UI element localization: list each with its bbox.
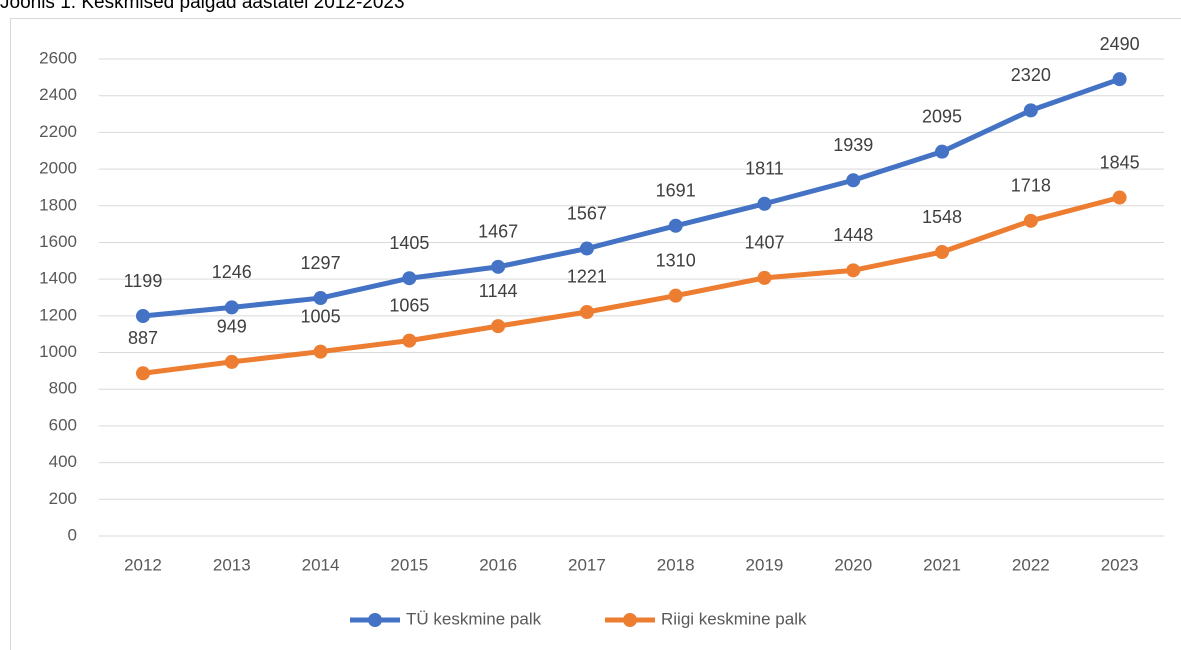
data-label: 1310 [656, 250, 696, 270]
point [1112, 190, 1127, 205]
data-label: 1221 [567, 267, 607, 287]
point [135, 366, 150, 381]
x-tick-label: 2016 [479, 555, 517, 574]
legend-marker [623, 613, 637, 627]
y-tick-label: 2400 [39, 85, 77, 104]
point [491, 319, 506, 334]
x-tick-label: 2021 [923, 555, 961, 574]
data-label: 1297 [301, 253, 341, 273]
point [935, 144, 950, 159]
x-tick-label: 2017 [568, 555, 606, 574]
data-label: 1811 [745, 159, 784, 179]
data-label: 1246 [212, 262, 252, 282]
data-label: 1199 [124, 271, 163, 291]
point [1112, 72, 1127, 87]
x-tick-label: 2022 [1012, 555, 1050, 574]
data-label: 1548 [922, 207, 962, 227]
y-tick-label: 1800 [39, 195, 77, 214]
data-label: 1467 [478, 222, 518, 242]
data-label: 1448 [833, 225, 873, 245]
chart-frame [10, 18, 1181, 650]
point [668, 288, 683, 303]
y-tick-label: 1600 [39, 232, 77, 251]
data-label: 1691 [656, 181, 696, 201]
x-tick-label: 2014 [302, 555, 340, 574]
x-tick-label: 2015 [390, 555, 428, 574]
data-label: 1005 [301, 306, 341, 326]
chart-title: Joonis 1. Keskmised palgad aastatel 2012… [0, 0, 405, 13]
data-label: 1845 [1100, 152, 1140, 172]
data-label: 2490 [1100, 34, 1140, 54]
x-tick-label: 2013 [213, 555, 251, 574]
y-tick-label: 800 [49, 379, 77, 398]
point [402, 271, 417, 286]
point [224, 354, 239, 369]
data-label: 949 [217, 317, 247, 337]
point [846, 263, 861, 278]
x-tick-label: 2023 [1101, 555, 1139, 574]
point [491, 259, 506, 274]
point [1023, 213, 1038, 228]
data-label: 1939 [833, 135, 873, 155]
point [757, 196, 772, 211]
point [935, 245, 950, 260]
x-tick-label: 2019 [746, 555, 784, 574]
y-tick-label: 1400 [39, 269, 77, 288]
data-label: 1567 [567, 203, 607, 223]
data-label: 1405 [389, 233, 429, 253]
y-tick-label: 2200 [39, 122, 77, 141]
data-label: 1407 [744, 233, 784, 253]
x-tick-label: 2012 [124, 555, 162, 574]
point [313, 291, 328, 306]
y-tick-label: 1200 [39, 305, 77, 324]
x-tick-label: 2020 [834, 555, 872, 574]
data-label: 1065 [389, 295, 429, 315]
data-label: 1144 [479, 281, 518, 301]
data-label: 2320 [1011, 65, 1051, 85]
series-line [142, 195, 1121, 376]
data-label: 2095 [922, 106, 962, 126]
y-tick-label: 0 [68, 525, 77, 544]
y-tick-label: 200 [49, 489, 77, 508]
point [402, 333, 417, 348]
point [224, 300, 239, 315]
y-tick-label: 1000 [39, 342, 77, 361]
y-tick-label: 400 [49, 452, 77, 471]
data-label: 1718 [1011, 176, 1051, 196]
point [846, 173, 861, 188]
y-tick-label: 2000 [39, 159, 77, 178]
legend-marker [368, 613, 382, 627]
data-label: 887 [128, 328, 158, 348]
legend-label: TÜ keskmine palk [406, 609, 542, 628]
point [1023, 103, 1038, 118]
series-line [142, 76, 1121, 319]
legend-label: Riigi keskmine palk [661, 609, 807, 628]
point [313, 344, 328, 359]
point [668, 218, 683, 233]
point [579, 241, 594, 256]
y-tick-label: 600 [49, 415, 77, 434]
point [757, 270, 772, 285]
point [579, 304, 594, 319]
y-tick-label: 2600 [39, 48, 77, 67]
point [135, 309, 150, 324]
x-tick-label: 2018 [657, 555, 695, 574]
